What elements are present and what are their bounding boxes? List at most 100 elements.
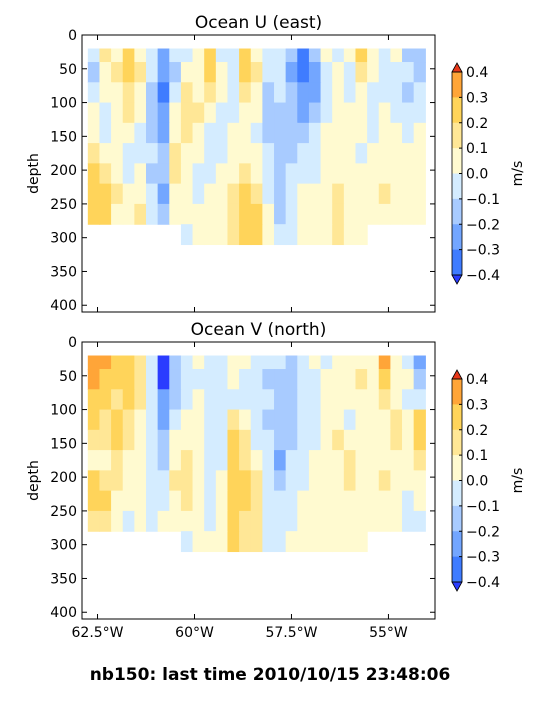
heatmap-cell — [297, 82, 310, 104]
colorbar-level — [452, 249, 462, 276]
heatmap-cell — [274, 389, 287, 411]
heatmap-cell — [343, 389, 357, 411]
heatmap-cell — [297, 102, 310, 124]
heatmap-cell — [215, 203, 229, 225]
heatmap-cell — [262, 82, 275, 104]
heatmap-cell — [227, 48, 240, 63]
heatmap-cell — [297, 62, 310, 83]
heatmap-cell — [274, 183, 287, 205]
heatmap-cell — [215, 531, 229, 553]
heatmap-cell — [332, 389, 345, 411]
heatmap-cell — [274, 48, 287, 63]
heatmap-cell — [332, 409, 345, 431]
y-tick-label: 150 — [50, 436, 77, 452]
heatmap-cell — [262, 48, 275, 63]
heatmap-cell — [390, 143, 403, 164]
heatmap-cell — [413, 48, 426, 63]
heatmap-cell — [308, 429, 322, 451]
heatmap-cell — [169, 450, 182, 471]
heatmap-cell — [180, 48, 194, 63]
heatmap-cell — [192, 183, 205, 205]
panel-1: Ocean U (east) 0 50 100 150 200 250 300 350 400 de… — [26, 13, 526, 314]
heatmap-cell — [367, 355, 380, 370]
heatmap-cell — [99, 62, 112, 83]
heatmap-cell — [355, 389, 368, 411]
heatmap-cell — [169, 203, 182, 225]
heatmap-cell — [157, 470, 170, 492]
heatmap-cell — [215, 510, 229, 532]
heatmap-cell — [413, 389, 426, 411]
y-tick-label: 300 — [50, 231, 77, 247]
heatmap-cell — [390, 48, 403, 63]
heatmap-cell — [157, 490, 170, 512]
heatmap-cell — [215, 450, 229, 471]
heatmap-cell — [274, 143, 287, 164]
heatmap-cell — [343, 490, 357, 512]
heatmap-cell — [332, 48, 345, 63]
colorbar-tick-label: 0.4 — [466, 65, 488, 81]
heatmap-cell — [215, 490, 229, 512]
heatmap-cell — [239, 389, 252, 411]
colorbar-extend-high — [451, 369, 463, 380]
heatmap-cell — [99, 183, 112, 205]
heatmap-cell — [402, 450, 415, 471]
heatmap-cell — [122, 429, 135, 451]
heatmap-cell — [308, 510, 322, 532]
heatmap-cell — [308, 183, 322, 205]
y-tick-label: 300 — [50, 538, 77, 554]
heatmap-cell — [343, 531, 357, 553]
heatmap-cell — [355, 183, 368, 205]
heatmap-cell — [390, 122, 403, 144]
heatmap-cell — [134, 163, 147, 185]
colorbar-level — [452, 455, 462, 482]
heatmap-cell — [378, 48, 391, 63]
heatmap-cell — [146, 203, 159, 225]
heatmap-cell — [367, 490, 380, 512]
heatmap-cell — [146, 143, 159, 164]
heatmap-cell — [320, 409, 333, 431]
heatmap-cell — [343, 163, 357, 185]
heatmap-cell — [308, 203, 322, 225]
heatmap-cell — [355, 203, 368, 225]
heatmap-cell — [274, 510, 287, 532]
heatmap-cell — [227, 470, 240, 492]
heatmap-cell — [111, 183, 124, 205]
heatmap-cell — [111, 490, 124, 512]
heatmap-cell — [146, 470, 159, 492]
colorbar: 0.4 0.3 0.2 0.1 0.0 −0.1 −0.2 −0.3 −0.4 m/s — [451, 369, 526, 592]
colorbar-tick-label: −0.1 — [466, 192, 500, 208]
heatmap-cell — [146, 450, 159, 471]
y-tick-label: 0 — [68, 335, 77, 351]
heatmap-cell — [180, 62, 194, 83]
heatmap-cell — [262, 510, 275, 532]
colorbar-tick-label: 0.1 — [466, 448, 488, 464]
heatmap-cell — [180, 389, 194, 411]
heatmap-cell — [297, 429, 310, 451]
heatmap-cell — [332, 183, 345, 205]
heatmap-cell — [262, 450, 275, 471]
heatmap-cell — [239, 62, 252, 83]
heatmap-cell — [285, 355, 298, 370]
heatmap-cell — [134, 470, 147, 492]
heatmap-cell — [122, 163, 135, 185]
heatmap-cell — [122, 470, 135, 492]
colorbar-tick-label: 0.1 — [466, 141, 488, 157]
heatmap-cell — [262, 62, 275, 83]
heatmap-cell — [169, 470, 182, 492]
heatmap-cell — [343, 510, 357, 532]
heatmap-cell — [390, 470, 403, 492]
heatmap-cell — [262, 389, 275, 411]
heatmap-cell — [355, 48, 368, 63]
heatmap-cell — [343, 102, 357, 124]
heatmap-cell — [215, 369, 229, 390]
heatmap-cell — [239, 409, 252, 431]
heatmap-cell — [87, 409, 101, 431]
x-tick-label: 55°W — [369, 625, 408, 641]
heatmap-cell — [308, 62, 322, 83]
heatmap-cell — [320, 203, 333, 225]
heatmap-cell — [239, 203, 252, 225]
heatmap-cell — [169, 490, 182, 512]
colorbar-tick-label: −0.4 — [466, 575, 500, 591]
heatmap-cell — [378, 490, 391, 512]
heatmap-cell — [402, 163, 415, 185]
